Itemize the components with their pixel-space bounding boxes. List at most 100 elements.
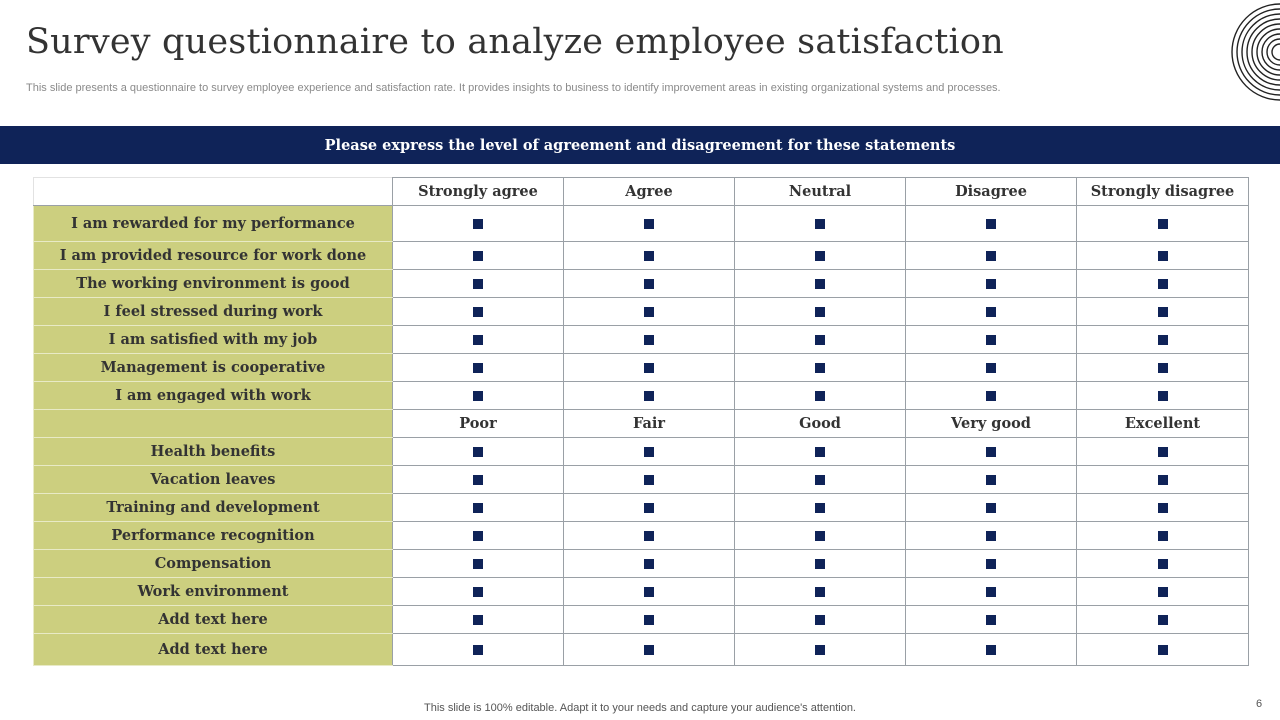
square-checkbox-icon[interactable]: [644, 474, 654, 485]
rating-statement: Vacation leaves: [33, 465, 393, 494]
square-checkbox-icon[interactable]: [986, 530, 996, 541]
rating-row: Add text here: [33, 605, 1249, 634]
square-checkbox-icon[interactable]: [473, 502, 483, 513]
square-checkbox-icon[interactable]: [815, 474, 825, 485]
rating-option-cell: [1076, 633, 1249, 666]
rating-option-cell: [734, 521, 906, 550]
square-checkbox-icon[interactable]: [986, 614, 996, 625]
agreement-option-cell: [905, 241, 1077, 270]
square-checkbox-icon[interactable]: [473, 334, 483, 345]
square-checkbox-icon[interactable]: [815, 306, 825, 317]
square-checkbox-icon[interactable]: [644, 390, 654, 401]
square-checkbox-icon[interactable]: [644, 558, 654, 569]
square-checkbox-icon[interactable]: [815, 586, 825, 597]
rating-row: Compensation: [33, 549, 1249, 578]
square-checkbox-icon[interactable]: [986, 644, 996, 655]
square-checkbox-icon[interactable]: [1157, 530, 1168, 541]
rating-row: Work environment: [33, 577, 1249, 606]
square-checkbox-icon[interactable]: [815, 530, 825, 541]
footer-note: This slide is 100% editable. Adapt it to…: [424, 702, 856, 714]
square-checkbox-icon[interactable]: [1157, 502, 1168, 513]
square-checkbox-icon[interactable]: [986, 306, 996, 317]
square-checkbox-icon[interactable]: [644, 614, 654, 625]
square-checkbox-icon[interactable]: [815, 362, 825, 373]
square-checkbox-icon[interactable]: [815, 614, 825, 625]
square-checkbox-icon[interactable]: [644, 502, 654, 513]
square-checkbox-icon[interactable]: [986, 390, 996, 401]
square-checkbox-icon[interactable]: [473, 614, 483, 625]
rating-row: Vacation leaves: [33, 465, 1249, 494]
square-checkbox-icon[interactable]: [815, 390, 825, 401]
square-checkbox-icon[interactable]: [815, 558, 825, 569]
square-checkbox-icon[interactable]: [644, 446, 654, 457]
square-checkbox-icon[interactable]: [815, 334, 825, 345]
square-checkbox-icon[interactable]: [815, 644, 825, 655]
square-checkbox-icon[interactable]: [986, 446, 996, 457]
square-checkbox-icon[interactable]: [473, 390, 483, 401]
square-checkbox-icon[interactable]: [473, 558, 483, 569]
square-checkbox-icon[interactable]: [644, 586, 654, 597]
square-checkbox-icon[interactable]: [473, 362, 483, 373]
square-checkbox-icon[interactable]: [473, 644, 483, 655]
square-checkbox-icon[interactable]: [644, 218, 654, 229]
square-checkbox-icon[interactable]: [473, 530, 483, 541]
square-checkbox-icon[interactable]: [1157, 446, 1168, 457]
square-checkbox-icon[interactable]: [473, 586, 483, 597]
square-checkbox-icon[interactable]: [1157, 218, 1168, 229]
square-checkbox-icon[interactable]: [473, 278, 483, 289]
square-checkbox-icon[interactable]: [1157, 250, 1168, 261]
square-checkbox-icon[interactable]: [986, 334, 996, 345]
square-checkbox-icon[interactable]: [815, 218, 825, 229]
square-checkbox-icon[interactable]: [644, 334, 654, 345]
square-checkbox-icon[interactable]: [473, 474, 483, 485]
square-checkbox-icon[interactable]: [1157, 390, 1168, 401]
square-checkbox-icon[interactable]: [815, 250, 825, 261]
square-checkbox-icon[interactable]: [1157, 586, 1168, 597]
banner-text: Please express the level of agreement an…: [324, 136, 956, 154]
rating-option-cell: [905, 549, 1077, 578]
square-checkbox-icon[interactable]: [1157, 362, 1168, 373]
square-checkbox-icon[interactable]: [986, 362, 996, 373]
square-checkbox-icon[interactable]: [815, 446, 825, 457]
square-checkbox-icon[interactable]: [644, 278, 654, 289]
square-checkbox-icon[interactable]: [1157, 614, 1168, 625]
rating-option-cell: [734, 605, 906, 634]
square-checkbox-icon[interactable]: [986, 218, 996, 229]
rating-option-cell: [905, 633, 1077, 666]
square-checkbox-icon[interactable]: [1157, 278, 1168, 289]
square-checkbox-icon[interactable]: [644, 362, 654, 373]
square-checkbox-icon[interactable]: [1157, 306, 1168, 317]
square-checkbox-icon[interactable]: [986, 250, 996, 261]
rating-column-header: Good: [734, 409, 906, 438]
square-checkbox-icon[interactable]: [986, 502, 996, 513]
square-checkbox-icon[interactable]: [644, 644, 654, 655]
agreement-option-cell: [563, 205, 735, 242]
square-checkbox-icon[interactable]: [986, 586, 996, 597]
rating-option-cell: [563, 521, 735, 550]
square-checkbox-icon[interactable]: [1157, 644, 1168, 655]
agreement-row: I am provided resource for work done: [33, 241, 1249, 270]
rating-option-cell: [1076, 521, 1249, 550]
rating-option-cell: [905, 605, 1077, 634]
square-checkbox-icon[interactable]: [815, 502, 825, 513]
square-checkbox-icon[interactable]: [986, 278, 996, 289]
square-checkbox-icon[interactable]: [644, 530, 654, 541]
square-checkbox-icon[interactable]: [473, 306, 483, 317]
square-checkbox-icon[interactable]: [815, 278, 825, 289]
square-checkbox-icon[interactable]: [1157, 558, 1168, 569]
square-checkbox-icon[interactable]: [1157, 334, 1168, 345]
agreement-statement: I am satisfied with my job: [33, 325, 393, 354]
square-checkbox-icon[interactable]: [473, 218, 483, 229]
square-checkbox-icon[interactable]: [1157, 474, 1168, 485]
square-checkbox-icon[interactable]: [644, 250, 654, 261]
rating-statement: Compensation: [33, 549, 393, 578]
square-checkbox-icon[interactable]: [986, 558, 996, 569]
square-checkbox-icon[interactable]: [473, 446, 483, 457]
agreement-option-cell: [734, 325, 906, 354]
square-checkbox-icon[interactable]: [644, 306, 654, 317]
square-checkbox-icon[interactable]: [986, 474, 996, 485]
rating-option-cell: [392, 493, 564, 522]
agreement-option-cell: [734, 205, 906, 242]
agreement-option-cell: [905, 297, 1077, 326]
square-checkbox-icon[interactable]: [473, 250, 483, 261]
